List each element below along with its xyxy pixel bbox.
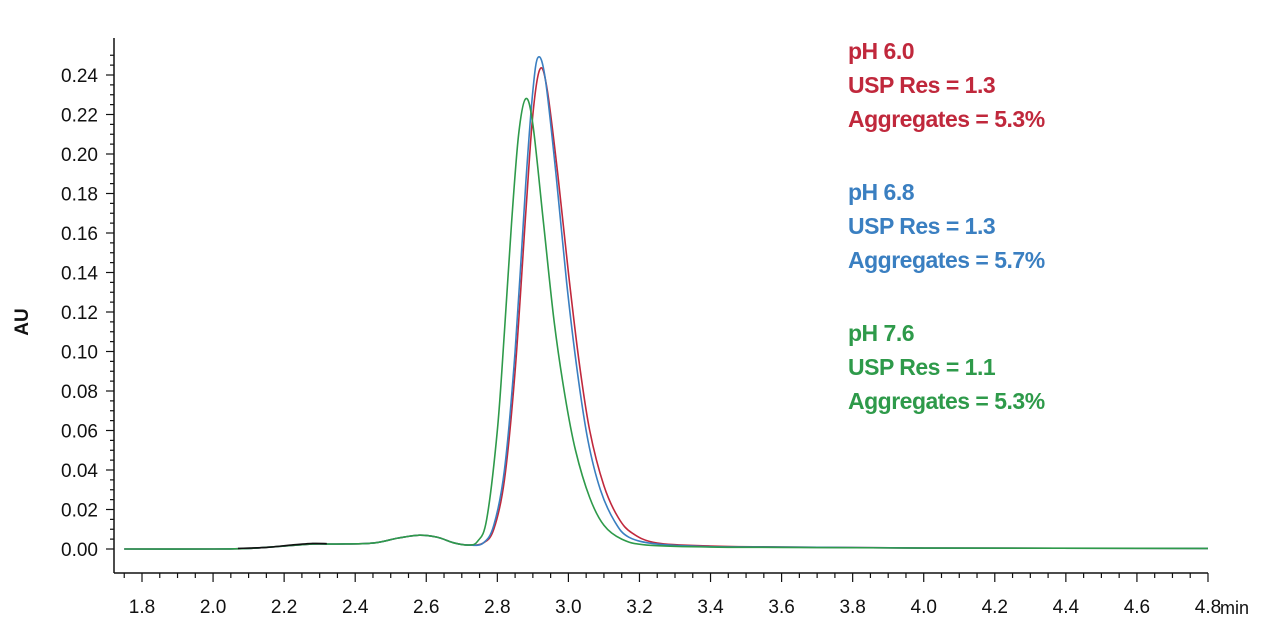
y-tick-label: 0.20: [61, 145, 98, 166]
y-tick-label: 0.12: [61, 303, 98, 324]
x-tick-label: 1.8: [129, 597, 155, 618]
y-tick-label: 0.18: [61, 185, 98, 206]
y-tick-label: 0.22: [61, 106, 98, 127]
x-tick-label: 3.4: [697, 597, 724, 618]
series-line-3: [237, 542, 327, 550]
x-axis-label: min: [1220, 598, 1249, 618]
y-tick-label: 0.16: [61, 224, 98, 245]
annotation-line: USP Res = 1.3: [848, 213, 996, 239]
y-tick-label: 0.00: [61, 540, 98, 561]
series-lines: [124, 55, 1208, 550]
x-tick-label: 2.0: [200, 597, 226, 618]
annotation-line: Aggregates = 5.3%: [848, 388, 1045, 414]
annotation-ph-6-0: pH 6.0 USP Res = 1.3 Aggregates = 5.3%: [848, 34, 1045, 136]
x-tick-label: 2.4: [342, 597, 369, 618]
y-tick-label: 0.04: [61, 461, 98, 482]
annotation-line: pH 6.8: [848, 179, 915, 205]
y-tick-label: 0.14: [61, 264, 98, 285]
series-line-0: [124, 67, 1208, 550]
x-tick-label: 4.8: [1195, 597, 1221, 618]
annotation-line: pH 6.0: [848, 38, 915, 64]
x-tick-label: 4.4: [1053, 597, 1080, 618]
x-tick-label: 3.8: [839, 597, 865, 618]
annotation-line: USP Res = 1.3: [848, 72, 996, 98]
x-tick-label: 3.0: [555, 597, 581, 618]
x-tick-label: 4.2: [982, 597, 1008, 618]
annotation-line: pH 7.6: [848, 320, 915, 346]
x-tick-label: 4.0: [911, 597, 937, 618]
x-tick-label: 2.2: [271, 597, 297, 618]
x-tick-label: 3.2: [626, 597, 652, 618]
axes: 0.00 0.02 0.04 0.06 0.08 0.10 0.12 0.14 0.16 0.18…: [61, 38, 1221, 618]
annotation-line: Aggregates = 5.7%: [848, 247, 1045, 273]
y-tick-label: 0.10: [61, 343, 98, 364]
series-line-1: [124, 55, 1208, 550]
y-tick-label: 0.24: [61, 66, 98, 87]
y-axis-label: AU: [12, 308, 33, 335]
y-tick-label: 0.06: [61, 422, 98, 443]
annotation-ph-7-6: pH 7.6 USP Res = 1.1 Aggregates = 5.3%: [848, 316, 1045, 418]
y-tick-label: 0.08: [61, 382, 98, 403]
annotation-line: Aggregates = 5.3%: [848, 106, 1045, 132]
x-tick-label: 3.6: [768, 597, 794, 618]
annotation-line: USP Res = 1.1: [848, 354, 996, 380]
x-tick-label: 2.6: [413, 597, 439, 618]
series-line-2: [124, 97, 1208, 550]
x-tick-label: 2.8: [484, 597, 510, 618]
x-tick-label: 4.6: [1124, 597, 1150, 618]
annotation-ph-6-8: pH 6.8 USP Res = 1.3 Aggregates = 5.7%: [848, 175, 1045, 277]
y-tick-label: 0.02: [61, 501, 98, 522]
